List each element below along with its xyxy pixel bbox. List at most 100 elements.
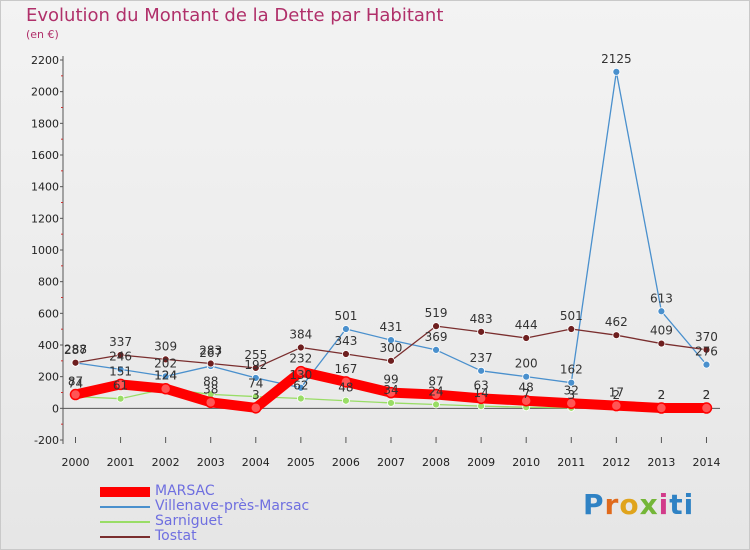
y-tick-label: 0 xyxy=(52,402,59,415)
data-point xyxy=(159,382,172,395)
data-label: 24 xyxy=(428,385,443,399)
legend-swatch-sarniguet xyxy=(100,520,150,523)
data-label: 483 xyxy=(470,312,493,326)
data-label: 369 xyxy=(425,330,448,344)
chart-title: Evolution du Montant de la Dette par Hab… xyxy=(26,5,444,26)
data-point xyxy=(161,355,170,364)
y-tick-label: 1800 xyxy=(31,117,59,130)
data-point xyxy=(116,351,125,359)
data-point xyxy=(251,364,260,372)
legend-label-tostat: Tostat xyxy=(155,528,197,544)
data-label: 17 xyxy=(609,386,624,400)
data-label: 288 xyxy=(64,343,87,357)
x-tick-label: 2012 xyxy=(602,456,630,469)
data-point xyxy=(520,394,532,407)
data-point xyxy=(342,396,350,405)
legend-swatch-marsac xyxy=(100,486,150,497)
data-point xyxy=(385,386,397,399)
data-label: 62 xyxy=(293,379,308,393)
data-label: 300 xyxy=(380,341,403,355)
data-point xyxy=(700,402,713,414)
data-point xyxy=(296,343,305,352)
data-label: 61 xyxy=(113,379,128,393)
data-point xyxy=(116,394,125,403)
data-label: 162 xyxy=(560,363,583,377)
x-tick-label: 2013 xyxy=(647,456,675,469)
x-tick-label: 2014 xyxy=(692,456,720,469)
data-label: 2 xyxy=(703,388,711,402)
y-tick-label: 400 xyxy=(38,339,59,352)
y-tick-label: 1400 xyxy=(31,181,59,194)
data-point xyxy=(432,400,440,409)
data-label: 613 xyxy=(650,291,673,305)
data-point xyxy=(342,350,350,358)
y-tick-label: 2200 xyxy=(31,54,59,67)
data-point xyxy=(522,334,531,342)
legend-item-marsac: MARSAC xyxy=(100,484,309,499)
data-point xyxy=(251,392,260,401)
x-tick-label: 2001 xyxy=(107,456,135,469)
data-point xyxy=(387,356,395,365)
data-point xyxy=(702,345,711,354)
data-label: 343 xyxy=(334,334,357,348)
legend-label-villenave: Villenave-près-Marsac xyxy=(155,498,310,514)
data-label: 3 xyxy=(567,388,575,402)
data-label: 501 xyxy=(334,309,357,323)
data-label: 255 xyxy=(244,348,267,362)
data-label: 192 xyxy=(244,358,267,372)
data-point xyxy=(296,394,305,403)
data-point xyxy=(432,322,440,331)
legend-swatch-villenave xyxy=(100,505,150,508)
data-point xyxy=(340,376,352,388)
data-point xyxy=(475,392,487,405)
data-label: 370 xyxy=(695,330,718,344)
chart-subtitle: (en €) xyxy=(26,28,59,41)
data-label: 124 xyxy=(154,369,177,383)
data-label: 232 xyxy=(289,352,312,366)
data-label: 87 xyxy=(68,375,83,389)
y-tick-label: 200 xyxy=(38,371,59,384)
data-label: 519 xyxy=(425,306,448,320)
data-point xyxy=(657,339,666,348)
data-point xyxy=(71,358,80,367)
data-label: 3 xyxy=(252,388,260,402)
data-label: 2 xyxy=(703,388,711,402)
data-point xyxy=(477,327,486,336)
data-label: 2 xyxy=(658,388,666,402)
data-label: 337 xyxy=(109,335,132,349)
y-tick-label: 1200 xyxy=(31,212,59,225)
data-point xyxy=(567,325,576,333)
data-label: 384 xyxy=(289,328,312,342)
data-label: 99 xyxy=(383,373,398,387)
legend-swatch-tostat xyxy=(100,535,150,538)
data-point xyxy=(657,307,666,316)
data-point xyxy=(565,397,578,410)
data-point xyxy=(612,67,621,76)
x-tick-label: 2010 xyxy=(512,456,540,469)
x-tick-label: 2006 xyxy=(332,456,360,469)
data-label: 124 xyxy=(154,369,177,383)
data-label: 2125 xyxy=(601,52,632,66)
data-label: 130 xyxy=(289,368,312,382)
data-label: 7 xyxy=(522,387,530,401)
y-tick-label: 1000 xyxy=(31,244,59,257)
data-label: 48 xyxy=(338,381,353,395)
data-point xyxy=(114,378,127,391)
x-tick-label: 2004 xyxy=(242,456,270,469)
data-point xyxy=(387,399,395,407)
proxiti-logo: Proxiti xyxy=(583,488,695,521)
data-label: 283 xyxy=(199,344,222,358)
legend-label-marsac: MARSAC xyxy=(155,483,215,499)
data-label: 267 xyxy=(199,346,222,360)
data-label: 202 xyxy=(154,356,177,370)
data-label: 48 xyxy=(519,381,534,395)
data-label: 87 xyxy=(428,375,443,389)
line-chart: -200 0 200 400 600 800 1000 1200 1400 1600 1800 200… xyxy=(31,52,720,469)
data-point xyxy=(342,325,350,333)
data-label: 14 xyxy=(473,386,488,400)
data-label: 287 xyxy=(64,343,87,357)
legend-item-tostat: Tostat xyxy=(100,529,309,544)
data-label: 431 xyxy=(380,320,403,334)
data-label: 462 xyxy=(605,315,628,329)
